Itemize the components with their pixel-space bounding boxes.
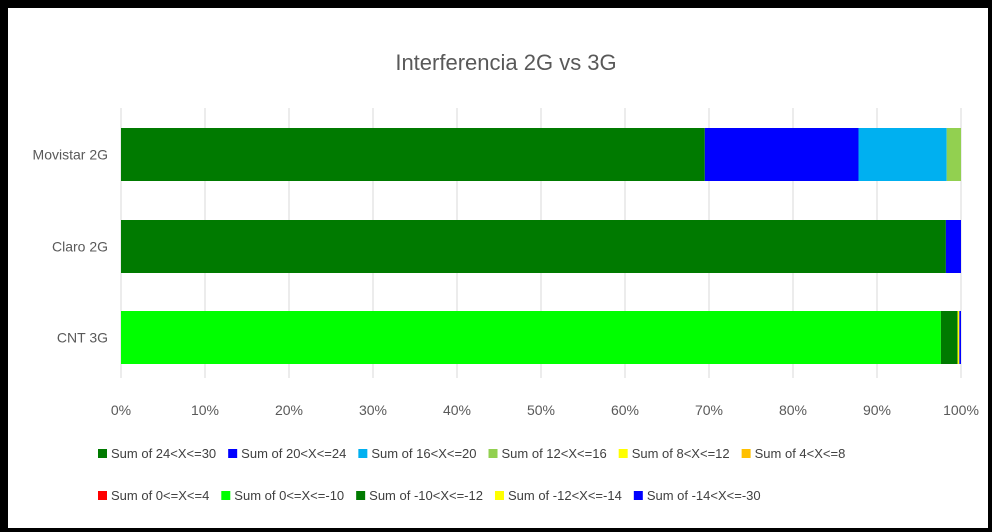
legend-label: Sum of 0<=X<=-10 bbox=[234, 488, 344, 503]
x-tick-label: 30% bbox=[359, 402, 387, 418]
chart-title: Interferencia 2G vs 3G bbox=[395, 50, 616, 75]
x-tick-label: 70% bbox=[695, 402, 723, 418]
legend-item: Sum of -10<X<=-12 bbox=[356, 488, 483, 503]
bar-segment bbox=[946, 128, 961, 181]
legend-label: Sum of 20<X<=24 bbox=[241, 446, 346, 461]
legend-swatch bbox=[221, 491, 231, 500]
x-tick-label: 60% bbox=[611, 402, 639, 418]
legend-swatch bbox=[633, 491, 643, 500]
bar-segment bbox=[858, 128, 947, 181]
legend-swatch bbox=[494, 491, 504, 500]
legend-label: Sum of -10<X<=-12 bbox=[369, 488, 483, 503]
legend-label: Sum of 16<X<=20 bbox=[371, 446, 476, 461]
legend-swatch bbox=[358, 449, 368, 458]
bar-segment bbox=[121, 220, 946, 273]
x-tick-label: 100% bbox=[943, 402, 979, 418]
category-labels: Movistar 2G Claro 2G CNT 3G bbox=[33, 147, 108, 346]
legend-item: Sum of 24<X<=30 bbox=[98, 446, 216, 461]
legend-label: Sum of 8<X<=12 bbox=[632, 446, 730, 461]
bar-segment bbox=[940, 311, 958, 364]
legend-item: Sum of 4<X<=8 bbox=[741, 446, 846, 461]
bars bbox=[121, 128, 961, 364]
category-label: Claro 2G bbox=[52, 239, 108, 255]
legend-label: Sum of 24<X<=30 bbox=[111, 446, 216, 461]
category-label: CNT 3G bbox=[57, 330, 108, 346]
legend-item: Sum of 20<X<=24 bbox=[228, 446, 346, 461]
x-tick-label: 80% bbox=[779, 402, 807, 418]
legend-item: Sum of 0<=X<=-10 bbox=[221, 488, 344, 503]
stacked-bar-chart: Interferencia 2G vs 3G Movistar 2G Claro … bbox=[33, 50, 979, 503]
bar-segment bbox=[959, 311, 961, 364]
legend-item: Sum of -14<X<=-30 bbox=[633, 488, 761, 503]
legend-swatch bbox=[488, 449, 498, 458]
x-tick-label: 90% bbox=[863, 402, 891, 418]
legend-swatch bbox=[98, 449, 107, 458]
legend-swatch bbox=[356, 491, 366, 500]
category-label: Movistar 2G bbox=[33, 147, 108, 163]
x-tick-label: 50% bbox=[527, 402, 555, 418]
x-tick-labels: 0% 10% 20% 30% 40% 50% 60% 70% 80% 90% 100% bbox=[111, 402, 979, 418]
legend-item: Sum of 8<X<=12 bbox=[618, 446, 730, 461]
legend-swatch bbox=[98, 491, 107, 500]
legend-swatch bbox=[228, 449, 238, 458]
legend-item: Sum of 12<X<=16 bbox=[488, 446, 607, 461]
bar-segment bbox=[945, 220, 961, 273]
legend-swatch bbox=[618, 449, 628, 458]
x-tick-label: 0% bbox=[111, 402, 131, 418]
legend-swatch bbox=[741, 449, 751, 458]
bar-segment bbox=[704, 128, 859, 181]
bar-segment bbox=[121, 311, 941, 364]
x-tick-label: 40% bbox=[443, 402, 471, 418]
legend-label: Sum of 4<X<=8 bbox=[755, 446, 846, 461]
x-tick-label: 20% bbox=[275, 402, 303, 418]
legend-label: Sum of 12<X<=16 bbox=[502, 446, 607, 461]
legend: Sum of 24<X<=30 Sum of 20<X<=24 Sum of 16<… bbox=[98, 446, 845, 503]
legend-label: Sum of -12<X<=-14 bbox=[508, 488, 622, 503]
bar-segment bbox=[957, 311, 960, 364]
x-tick-label: 10% bbox=[191, 402, 219, 418]
legend-item: Sum of 0<=X<=4 bbox=[98, 488, 209, 503]
legend-label: Sum of -14<X<=-30 bbox=[647, 488, 761, 503]
legend-item: Sum of 16<X<=20 bbox=[358, 446, 477, 461]
bar-segment bbox=[121, 128, 705, 181]
chart-frame: Interferencia 2G vs 3G Movistar 2G Claro … bbox=[8, 8, 988, 528]
legend-item: Sum of -12<X<=-14 bbox=[494, 488, 622, 503]
legend-label: Sum of 0<=X<=4 bbox=[111, 488, 209, 503]
